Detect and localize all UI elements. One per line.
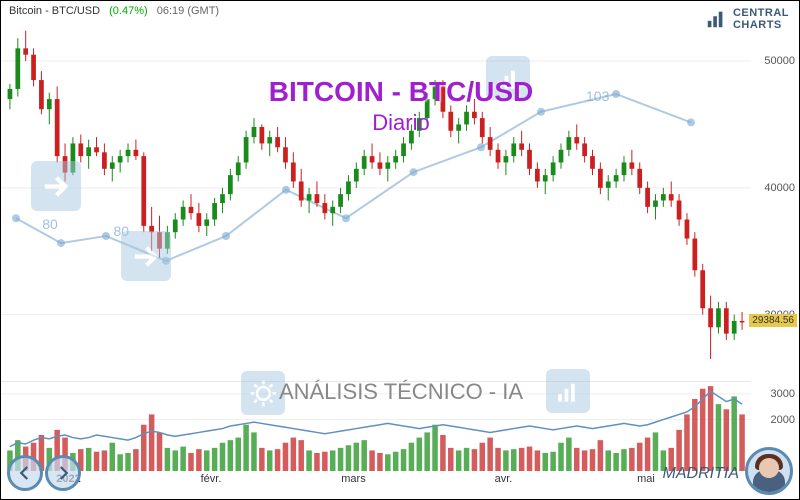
user-avatar[interactable] bbox=[745, 447, 793, 495]
watermark-icon bbox=[546, 369, 590, 413]
arrow-left-icon bbox=[16, 464, 34, 482]
brand-logo[interactable]: CENTRAL CHARTS bbox=[705, 7, 789, 31]
nav-next-button[interactable] bbox=[45, 455, 81, 491]
chart-header: Bitcoin - BTC/USD (0.47%) 06:19 (GMT) bbox=[9, 5, 219, 17]
svg-text:80: 80 bbox=[42, 216, 58, 232]
volume-chart[interactable] bbox=[1, 381, 751, 471]
logo-icon bbox=[705, 8, 727, 30]
nav-prev-button[interactable] bbox=[7, 455, 43, 491]
arrow-right-icon bbox=[54, 464, 72, 482]
price-chart[interactable]: 8080103 bbox=[1, 23, 751, 378]
timestamp: 06:19 (GMT) bbox=[157, 5, 219, 17]
watermark-icon bbox=[486, 56, 530, 100]
footer-brand: MADRITIA bbox=[663, 465, 739, 483]
watermark-icon bbox=[241, 371, 285, 415]
current-price-badge: 29384.56 bbox=[749, 314, 797, 327]
time-x-axis: 2022févr.marsavr.mai bbox=[1, 473, 751, 493]
svg-text:103: 103 bbox=[586, 88, 610, 104]
instrument-name: Bitcoin - BTC/USD bbox=[9, 5, 100, 17]
price-change: (0.47%) bbox=[109, 5, 148, 17]
watermark-icon bbox=[121, 231, 171, 281]
watermark-icon bbox=[31, 161, 81, 211]
logo-text: CENTRAL CHARTS bbox=[733, 7, 789, 31]
